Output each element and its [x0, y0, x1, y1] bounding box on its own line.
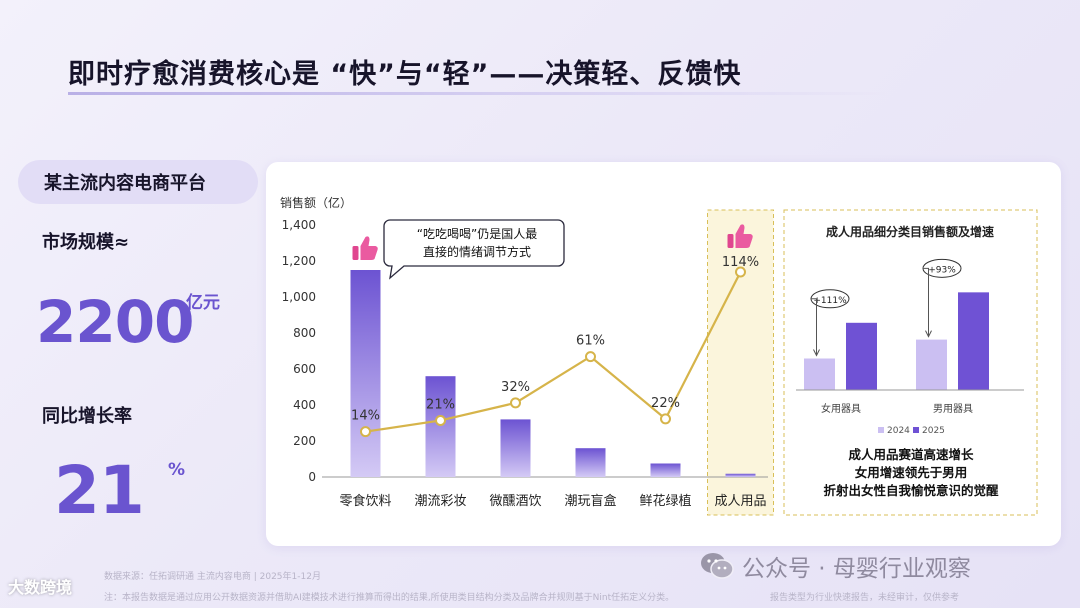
sub-growth-label: +93%: [928, 265, 956, 275]
growth-point: [435, 414, 446, 426]
market-size-label: 市场规模≈: [42, 232, 130, 253]
sub-legend-swatch-2025: [913, 427, 919, 433]
growth-line: [365, 271, 742, 433]
sub-growth-arrowhead: [813, 349, 820, 357]
bar: [650, 463, 681, 477]
bar: [725, 473, 756, 477]
market-size-unit: 亿元: [186, 293, 220, 313]
chart-card: 销售额（亿） 0 200 400 600 800 1,000 1,200 1,400 零食饮料 潮流…: [266, 162, 1061, 546]
x-tick-label: 潮流彩妆: [414, 494, 466, 509]
highlight-box: [707, 209, 774, 516]
footer-method: 注：本报告数据是通过应用公开数据资源并借助AI建模技术进行推算而得出的结果,所使…: [104, 593, 675, 603]
callout-bubble: [383, 219, 565, 280]
watermark-right: 公众号 · 母婴行业观察: [700, 549, 971, 583]
y-tick-label: 600: [293, 362, 316, 376]
sub-x-tick-label: 男用器具: [933, 403, 973, 415]
growth-label: 14%: [351, 409, 380, 424]
sub-growth-arrow: [923, 267, 929, 336]
x-tick-label: 鲜花绿植: [639, 493, 691, 509]
sub-bar-2025: [958, 292, 989, 390]
growth-label: 21%: [426, 397, 455, 412]
x-tick-label: 成人用品: [714, 494, 766, 509]
yoy-growth-label: 同比增长率: [42, 406, 132, 427]
growth-label: 114%: [722, 255, 759, 270]
platform-pill: 某主流内容电商平台: [18, 160, 258, 204]
chart-canvas: 销售额（亿） 0 200 400 600 800 1,000 1,200 1,400 零食饮料 潮流…: [280, 195, 1038, 516]
page-title: 即时疗愈消费核心是 “快”与“轻”——决策轻、反馈快: [68, 59, 742, 90]
sub-growth-label: +111%: [813, 296, 847, 306]
growth-point: [660, 413, 671, 425]
sub-x-tick-label: 女用器具: [821, 402, 861, 415]
x-tick-label: 微醺酒饮: [489, 494, 541, 509]
sub-note-line: 成人用品赛道高速增长: [848, 447, 974, 462]
growth-label: 32%: [501, 380, 530, 395]
sub-bar-2024: [916, 339, 947, 390]
bar: [425, 376, 456, 477]
y-tick-label: 1,400: [282, 218, 316, 232]
y-axis-label: 销售额（亿）: [280, 195, 352, 210]
y-tick-label: 1,000: [282, 290, 316, 304]
sub-bar-2024: [804, 358, 835, 390]
yoy-growth-value: 21: [54, 452, 145, 529]
y-tick-label: 1,200: [282, 254, 316, 268]
sub-note-line: 女用增速领先于男用: [855, 465, 968, 480]
footer-disclaimer: 报告类型为行业快速报告，未经审计，仅供参考: [770, 593, 960, 603]
growth-point: [510, 397, 521, 409]
sub-chart-title: 成人用品细分类目销售额及增速: [826, 224, 994, 239]
sub-growth-arrow: [811, 298, 817, 355]
sub-bar-2025: [846, 322, 877, 390]
sub-note-line: 折射出女性自我愉悦意识的觉醒: [823, 483, 999, 498]
x-tick-label: 潮玩盲盒: [564, 493, 616, 509]
sub-growth-arrowhead: [925, 330, 932, 338]
growth-point: [585, 351, 596, 363]
footer-source: 数据来源：任拓调研通 主流内容电商 | 2025年1-12月: [104, 572, 321, 582]
bar: [350, 270, 381, 477]
y-tick-label: 800: [293, 326, 316, 340]
watermark-left: 大数跨境: [8, 578, 73, 597]
y-tick-label: 400: [293, 398, 316, 412]
callout-text-line-2: 直接的情绪调节方式: [423, 244, 531, 259]
growth-point: [360, 426, 371, 438]
growth-label: 61%: [576, 334, 605, 349]
market-size-value: 2200: [36, 288, 194, 356]
sub-panel-frame: [783, 209, 1038, 516]
y-tick-label: 0: [308, 470, 316, 484]
thumbs-up-icon: [727, 224, 753, 248]
sub-legend-label-2025: 2025: [922, 426, 945, 436]
sub-legend-label-2024: 2024: [887, 426, 910, 436]
sub-legend-swatch-2024: [878, 427, 884, 433]
yoy-growth-unit: %: [168, 460, 186, 480]
watermark-right-text: 公众号 · 母婴行业观察: [742, 556, 971, 582]
callout-text-line-1: “吃吃喝喝”仍是国人最: [417, 227, 537, 241]
x-tick-label: 零食饮料: [339, 493, 391, 509]
thumbs-up-icon: [352, 236, 378, 260]
growth-label: 22%: [651, 396, 680, 411]
y-tick-label: 200: [293, 434, 316, 448]
title-underline: [68, 92, 888, 95]
wechat-icon: [701, 553, 734, 579]
bar: [575, 448, 606, 477]
bar: [500, 419, 531, 477]
growth-point: [735, 266, 746, 278]
